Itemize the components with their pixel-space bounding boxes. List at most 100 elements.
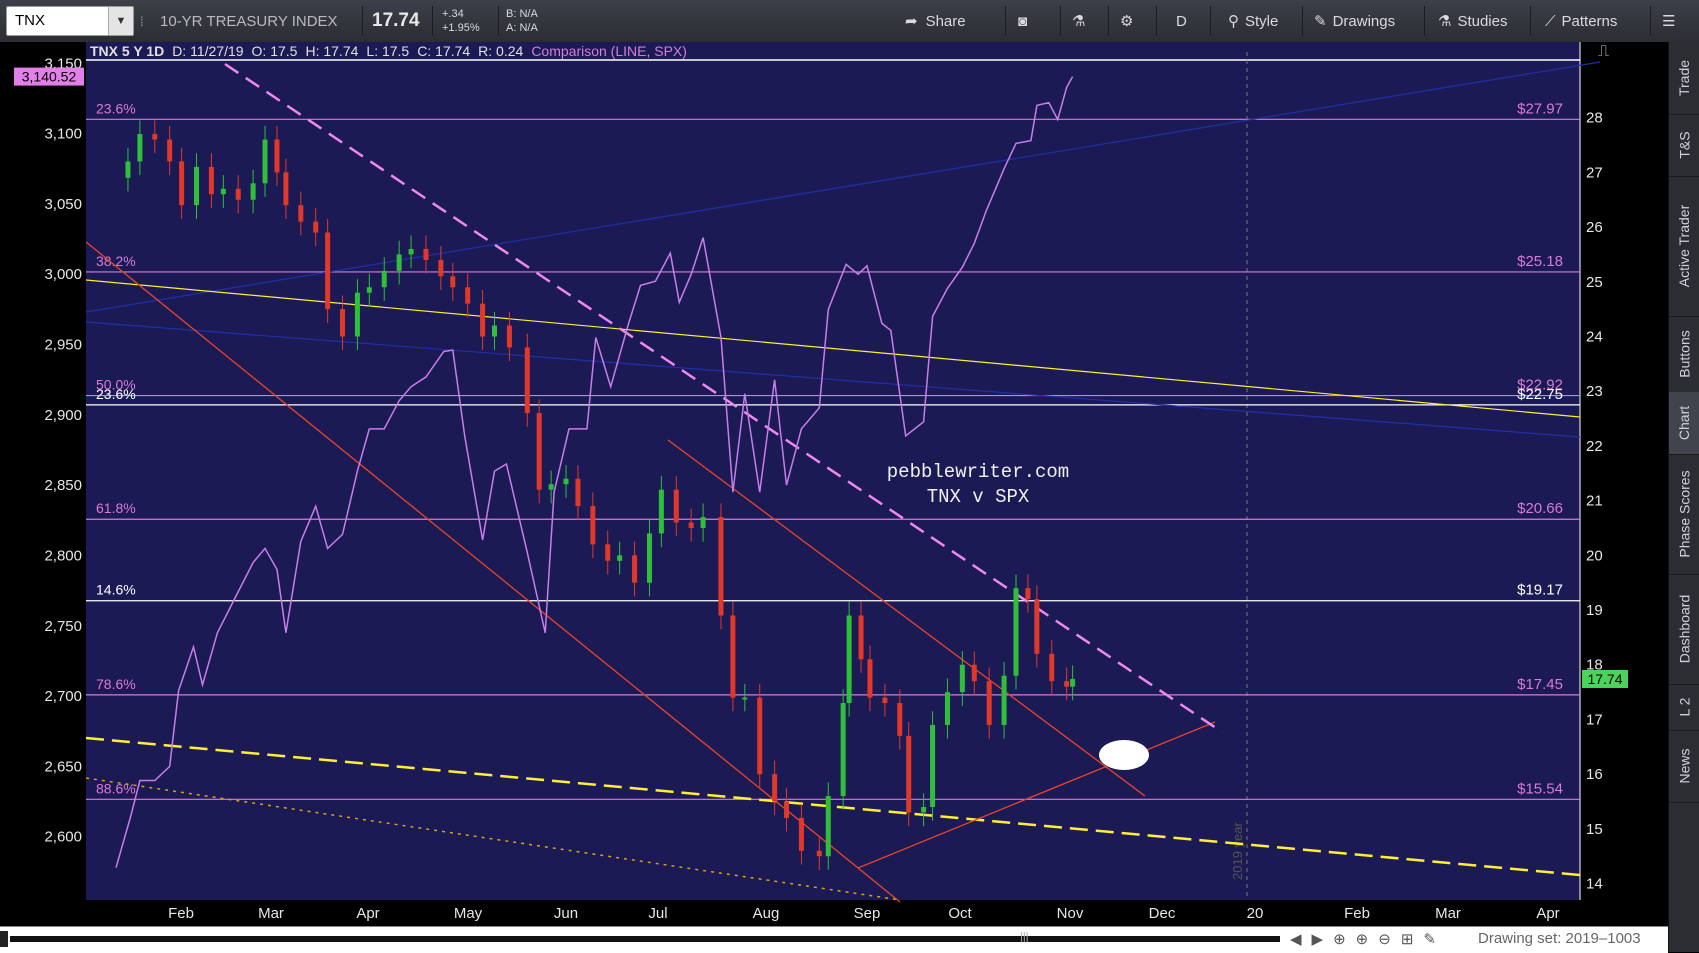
x-axis-label: Mar — [258, 905, 284, 922]
settings-button[interactable]: ⚙ — [1120, 0, 1133, 42]
right-axis-tick: 15 — [1586, 821, 1603, 838]
fib-level-left-label: 50.0% — [96, 377, 136, 393]
period-button[interactable]: D — [1176, 12, 1187, 30]
menu-button[interactable]: ☰ — [1662, 0, 1675, 42]
right-axis-tick: 16 — [1586, 766, 1603, 783]
share-label: Share — [925, 12, 966, 30]
sidebar-tab-phase-scores[interactable]: Phase Scores — [1669, 454, 1699, 575]
target-ellipse — [1099, 740, 1149, 770]
right-axis-tick: 14 — [1586, 876, 1603, 893]
scroll-left-end[interactable] — [0, 931, 8, 947]
left-axis-tick: 2,850 — [44, 477, 82, 494]
scroll-grip-icon[interactable]: ||| — [1020, 931, 1029, 943]
x-axis-label: Apr — [356, 905, 379, 922]
style-label: Style — [1245, 12, 1279, 30]
sidebar-tab-label: News — [1676, 748, 1693, 784]
symbol-input[interactable]: TNX ▼ — [6, 6, 134, 36]
sidebar-tab-news[interactable]: News — [1669, 730, 1699, 803]
x-axis-label: Aug — [753, 905, 780, 922]
tnx-candle-body — [366, 287, 372, 293]
chart-tools-icon: ⎍ — [1598, 43, 1609, 60]
tnx-candle-body — [125, 161, 131, 178]
zoom-out-icon[interactable]: ⊖ — [1378, 931, 1401, 948]
tnx-candle-body — [816, 850, 822, 857]
watermark-line: pebblewriter.com — [887, 461, 1069, 483]
tnx-candle-body — [825, 796, 831, 857]
tnx-candle-body — [617, 555, 623, 561]
sidebar-tab-active-trader[interactable]: Active Trader — [1669, 176, 1699, 317]
tnx-candle-body — [658, 489, 664, 534]
x-axis-label: Nov — [1057, 905, 1084, 922]
zoom-in-icon[interactable]: ⊕ — [1355, 931, 1379, 948]
fib-level-left-label: 23.6% — [96, 386, 136, 402]
fib-level-right-label: $17.45 — [1517, 676, 1563, 693]
patterns-button[interactable]: ⟋ Patterns — [1545, 0, 1617, 42]
right-axis-tick: 20 — [1586, 547, 1603, 564]
zoom-fit-icon[interactable]: ⊞ — [1400, 931, 1424, 948]
screenshot-button[interactable]: ◙ — [1018, 0, 1027, 42]
blue-trend-line — [85, 61, 1601, 313]
share-button[interactable]: ➦ Share — [905, 0, 966, 42]
x-axis-label: May — [454, 905, 483, 922]
pencil-icon[interactable]: ✎ — [1423, 931, 1446, 948]
tnx-candle-body — [1001, 675, 1007, 725]
header-title: TNX 5 Y 1D — [90, 43, 164, 59]
yellow-trend-line — [85, 279, 1581, 418]
red-channel-upper — [667, 439, 1146, 797]
right-axis-tick: 22 — [1586, 438, 1603, 455]
drag-handle-icon[interactable]: ⁞ — [140, 13, 144, 29]
change-pct: +1.95% — [442, 22, 480, 34]
sidebar-tab-label: Dashboard — [1676, 594, 1693, 664]
symbol-text: TNX — [15, 12, 45, 29]
header-comparison: Comparison (LINE, SPX) — [531, 43, 687, 59]
left-axis-tick: 2,750 — [44, 618, 82, 635]
flask-button[interactable]: ⚗ — [1072, 0, 1085, 42]
tnx-candle-body — [700, 517, 706, 528]
sidebar-tab-buttons[interactable]: Buttons — [1669, 316, 1699, 393]
tnx-candle-body — [944, 692, 950, 725]
tnx-candle-body — [220, 188, 226, 195]
pink-dashed-resistance — [224, 62, 1223, 734]
tnx-candle-body — [438, 259, 444, 277]
tnx-candle-body — [283, 172, 289, 206]
style-button[interactable]: ⚲ Style — [1228, 0, 1278, 42]
tnx-candle-body — [784, 801, 790, 818]
tnx-candle-body — [450, 276, 456, 288]
sidebar-tab-chart[interactable]: Chart — [1669, 392, 1699, 455]
crosshair-icon[interactable]: ⊕ — [1333, 931, 1356, 948]
gear-icon: ⚙ — [1120, 13, 1134, 30]
price-chart[interactable]: TNX 5 Y 1D D: 11/27/19 O: 17.5 H: 17.74 L: 1… — [0, 42, 1668, 926]
header-high: H: 17.74 — [305, 43, 358, 59]
left-axis-tick: 2,800 — [44, 547, 82, 564]
tnx-candle-body — [1013, 588, 1019, 676]
fib-level-right-label: $20.66 — [1517, 500, 1563, 517]
fib-level-left-label: 14.6% — [96, 582, 136, 598]
sidebar-tab-dashboard[interactable]: Dashboard — [1669, 574, 1699, 685]
tnx-candle-body — [340, 309, 346, 337]
scroll-left-icon[interactable]: ◀ — [1290, 931, 1312, 948]
tnx-candle-body — [354, 292, 360, 337]
tnx-candle-body — [524, 347, 530, 414]
scroll-right-icon[interactable]: ▶ — [1311, 931, 1334, 948]
drawings-button[interactable]: ✎ Drawings — [1314, 0, 1395, 42]
tnx-candle-body — [772, 774, 778, 802]
studies-button[interactable]: ⚗ Studies — [1438, 0, 1508, 42]
tnx-candle-body — [274, 139, 280, 173]
drawing-set-label[interactable]: Drawing set: 2019–1003 — [1478, 930, 1641, 947]
orange-dotted-line — [85, 777, 901, 901]
tnx-candle-body — [1025, 588, 1031, 600]
top-toolbar: TNX ▼ ⁞ 10-YR TREASURY INDEX 17.74 +.34 … — [0, 0, 1699, 43]
sidebar-tab-trade[interactable]: Trade — [1669, 42, 1699, 115]
tnx-candle-body — [882, 697, 888, 704]
fib-level-right-label: $25.18 — [1517, 253, 1563, 270]
timeline-scrollbar[interactable] — [10, 936, 1280, 942]
fib-level-right-label: $22.92 — [1517, 377, 1563, 394]
fib-level-left-label: 61.8% — [96, 500, 136, 516]
list-icon: ☰ — [1662, 13, 1676, 30]
sidebar-tab-l-2[interactable]: L 2 — [1669, 684, 1699, 731]
chevron-down-icon[interactable]: ▼ — [108, 7, 133, 35]
x-axis-label: Apr — [1536, 905, 1559, 922]
tnx-candle-body — [152, 134, 158, 140]
sidebar-tab-label: L 2 — [1676, 697, 1693, 717]
sidebar-tab-t-s[interactable]: T&S — [1669, 114, 1699, 177]
